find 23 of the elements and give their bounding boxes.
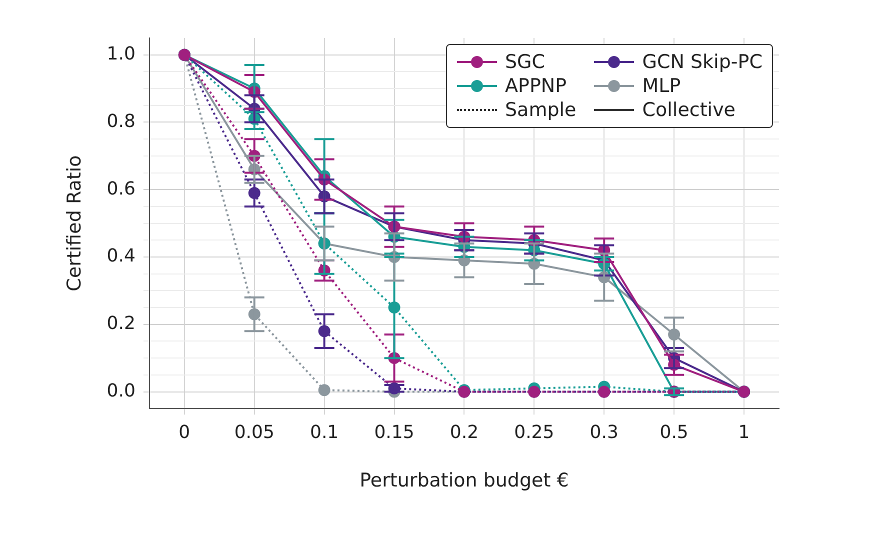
legend-label: MLP	[642, 75, 681, 97]
y-tick-label: 1.0	[106, 44, 136, 65]
y-axis-title: Certified Ratio	[63, 155, 86, 292]
x-tick-label: 0	[178, 422, 190, 444]
annotation: Sample	[505, 99, 576, 121]
x-tick-label: 0.15	[374, 422, 414, 444]
x-tick-label: 0.25	[514, 422, 554, 444]
legend-label: GCN Skip-PC	[642, 51, 762, 73]
y-tick-label: 0.4	[106, 246, 136, 267]
legend-label: SGC	[505, 51, 546, 73]
x-tick-label: 0.1	[310, 422, 339, 444]
x-tick-label: 0.05	[234, 422, 274, 444]
x-axis-title: Perturbation budget €	[360, 470, 569, 492]
x-tick-label: 0.2	[450, 422, 479, 444]
legend-label: APPNP	[505, 75, 567, 97]
y-tick-label: 0.6	[106, 178, 136, 200]
y-tick-label: 0.2	[106, 313, 136, 334]
x-tick-label: 0.5	[660, 422, 688, 444]
x-tick-label: 0.3	[590, 422, 618, 444]
y-tick-label: 0.0	[106, 380, 136, 402]
y-tick-label: 0.8	[106, 110, 136, 132]
x-tick-label: 1	[738, 422, 750, 444]
annotation: Collective	[642, 99, 736, 121]
